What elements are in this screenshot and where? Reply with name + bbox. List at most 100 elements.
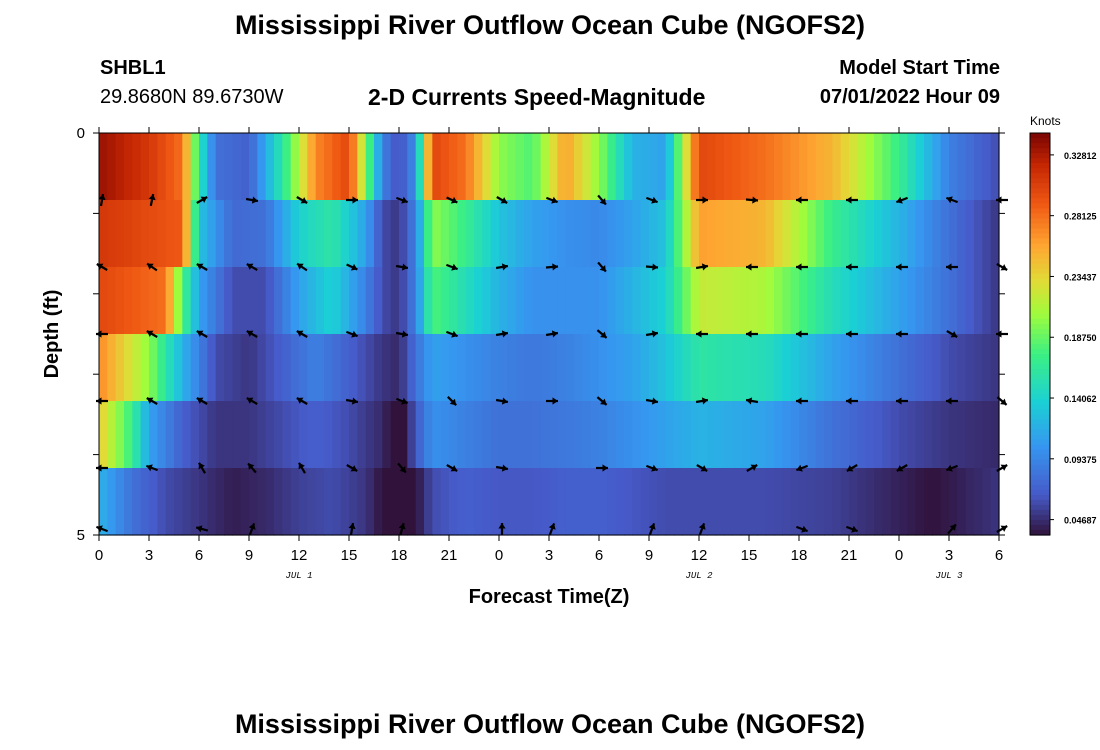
current-arrow [446, 196, 458, 204]
heatmap-cell [490, 334, 500, 402]
heatmap-cell [440, 334, 450, 402]
current-arrow [796, 196, 808, 204]
current-arrow [698, 523, 706, 535]
current-arrow [395, 263, 409, 271]
heatmap-cell [224, 401, 233, 469]
heatmap-cell [765, 334, 775, 402]
heatmap-cell [299, 468, 308, 536]
heatmap-cell [932, 401, 942, 469]
model-start-label: Model Start Time [839, 57, 1000, 79]
heatmap-cell [365, 133, 375, 201]
heatmap-cell [699, 200, 708, 268]
heatmap-cell [507, 401, 517, 469]
heatmap-cell [357, 200, 367, 268]
heatmap-cell [382, 200, 392, 268]
heatmap-cell [815, 334, 825, 402]
colorbar-segment [1030, 514, 1050, 521]
heatmap-cell [957, 267, 967, 335]
heatmap-cell [140, 267, 150, 335]
colorbar-segment [1030, 318, 1050, 325]
heatmap-cell [907, 468, 917, 536]
heatmap-cell [907, 334, 917, 402]
heatmap-cell [732, 401, 742, 469]
heatmap-cell [757, 401, 767, 469]
heatmap-cell [407, 267, 417, 335]
current-arrow [645, 330, 659, 338]
heatmap-cell [457, 200, 467, 268]
heatmap-cell [890, 133, 900, 201]
heatmap-cell [382, 133, 392, 201]
heatmap-cell [565, 401, 575, 469]
heatmap-cell [815, 401, 825, 469]
heatmap-cell [890, 200, 900, 268]
colorbar-segment [1030, 344, 1050, 350]
heatmap-cell [324, 200, 333, 268]
heatmap-cell [824, 267, 833, 335]
colorbar: 0.32812 0.28125 0.23437 0.18750 0.14062 0.093… [1029, 132, 1097, 536]
heatmap-cell [107, 267, 117, 335]
heatmap-cell [674, 267, 683, 335]
heatmap-cell [332, 334, 342, 402]
heatmap-cell [457, 401, 467, 469]
heatmap-cell [774, 200, 783, 268]
heatmap-cell [99, 267, 108, 335]
heatmap-cell [290, 267, 300, 335]
current-arrow [546, 397, 558, 405]
current-arrow [545, 330, 559, 338]
heatmap-cell [732, 267, 742, 335]
heatmap-cell [874, 200, 883, 268]
heatmap-cell [749, 468, 758, 536]
colorbar-segment [1030, 213, 1050, 220]
heatmap-cell [399, 468, 408, 536]
current-arrow [846, 464, 858, 472]
heatmap-cell [982, 334, 992, 402]
heatmap-cell [340, 200, 350, 268]
current-arrow [596, 396, 608, 406]
heatmap-cell [890, 267, 900, 335]
colorbar-segment [1030, 394, 1050, 400]
heatmap-cell [582, 200, 592, 268]
heatmap-cell [765, 468, 775, 536]
heatmap-cell [449, 401, 458, 469]
colorbar-segment [1030, 454, 1050, 461]
heatmap-cell [657, 334, 667, 402]
heatmap-cell [132, 468, 142, 536]
heatmap-cell [415, 468, 425, 536]
heatmap-cell [282, 401, 292, 469]
heatmap-cell [565, 468, 575, 536]
heatmap-cell [557, 200, 567, 268]
current-arrow [946, 196, 958, 204]
heatmap-cell [424, 200, 433, 268]
heatmap-cell [449, 267, 458, 335]
heatmap-cell [357, 133, 367, 201]
heatmap-cell [607, 133, 617, 201]
heatmap-cell [465, 401, 475, 469]
heatmap-cell [990, 468, 1000, 536]
heatmap-cell [974, 267, 983, 335]
heatmap-cell [582, 267, 592, 335]
heatmap-cell [682, 200, 692, 268]
heatmap-cell [565, 200, 575, 268]
heatmap-cell [199, 133, 208, 201]
colorbar-segment [1030, 529, 1050, 536]
heatmap-cell [99, 334, 108, 402]
current-arrow [746, 263, 758, 271]
heatmap-cell [974, 200, 983, 268]
heatmap-cell [957, 401, 967, 469]
heatmap-cell [524, 267, 533, 335]
heatmap-cell [982, 468, 992, 536]
heatmap-cell [432, 133, 442, 201]
heatmap-cell [324, 468, 333, 536]
heatmap-cell [907, 401, 917, 469]
colorbar-segment [1030, 173, 1050, 179]
heatmap-cell [599, 401, 608, 469]
heatmap-cell [615, 334, 625, 402]
heatmap-cell [549, 334, 558, 402]
current-arrow [646, 196, 658, 204]
heatmap-cell [399, 267, 408, 335]
heatmap-cell [240, 200, 250, 268]
heatmap-cell [515, 133, 525, 201]
colorbar-segment [1030, 243, 1050, 250]
heatmap-cell [149, 468, 158, 536]
current-arrow [346, 330, 358, 338]
